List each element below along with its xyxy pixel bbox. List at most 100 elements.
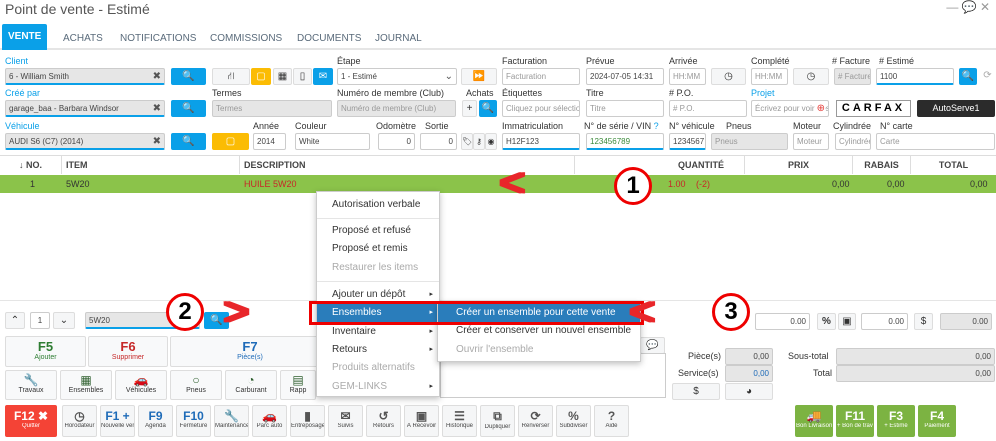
cree-par-label[interactable]: Créé par <box>5 88 41 98</box>
etape-select[interactable]: 1 - Estimé ⌄ <box>337 68 457 85</box>
f5-ajouter-button[interactable]: F5 Ajouter <box>5 336 86 367</box>
key-icon[interactable]: ⚷ <box>473 133 485 150</box>
cylindree-field[interactable]: Cylindrée <box>835 133 871 150</box>
pneus-field[interactable]: Pneus <box>711 133 788 150</box>
discount-field[interactable]: 0.00 <box>755 313 810 330</box>
rappels-button[interactable]: ▤ Rapp <box>280 370 316 400</box>
toolbar-button-fermeture[interactable]: F10 Fermeture <box>176 405 211 437</box>
client-search-button[interactable]: 🔍 <box>171 68 206 85</box>
toolbar-button-entreposages[interactable]: ▮Entreposages <box>290 405 325 437</box>
termes-field[interactable]: Termes <box>212 100 332 117</box>
f6-supprimer-button[interactable]: F6 Supprimer <box>88 336 168 367</box>
tab-documents[interactable]: DOCUMENTS <box>297 33 362 44</box>
menu-item-creer-conserver-ensemble[interactable]: Créer et conserver un nouvel ensemble <box>456 325 632 336</box>
menu-item-ensembles[interactable]: Ensembles ▸ <box>317 304 439 322</box>
complete-field[interactable]: HH:MM <box>751 68 788 85</box>
refresh-icon[interactable]: ⟳ <box>983 70 992 81</box>
toolbar-button-historique[interactable]: ☰ Historique <box>442 405 477 437</box>
table-row[interactable]: 1 5W20 HUILE 5W20 1.00 (-2) 0,00 0,00 0,… <box>0 175 996 193</box>
menu-item-inventaire[interactable]: Inventaire ▸ <box>317 323 439 341</box>
projet-label[interactable]: Projet <box>751 88 775 98</box>
header-item[interactable]: ITEM <box>62 156 240 174</box>
titre-field[interactable]: Titre <box>586 100 664 117</box>
chevron-down-icon[interactable]: ⌄ <box>53 312 75 329</box>
carburant-button[interactable]: ◔ Carburant <box>225 370 277 400</box>
ensembles-button[interactable]: ▦ Ensembles <box>60 370 112 400</box>
toolbar-button-subdiviser[interactable]: % Subdiviser <box>556 405 591 437</box>
note-icon[interactable]: ▢ <box>212 133 249 150</box>
menu-item-retours[interactable]: Retours ▸ <box>317 341 439 359</box>
clock-icon[interactable]: ◷ <box>793 68 829 85</box>
window-controls-icon[interactable]: — 💬 ✕ <box>946 0 990 14</box>
travaux-button[interactable]: 🔧 Travaux <box>5 370 57 400</box>
annee-field[interactable]: 2014 <box>253 133 286 150</box>
toolbar-button-agenda[interactable]: F9 Agenda <box>138 405 173 437</box>
po-field[interactable]: # P.O. <box>669 100 747 117</box>
toolbar-button--recevoir[interactable]: ▣ À Recevoir <box>404 405 439 437</box>
menu-item-ajouter-depot[interactable]: Ajouter un dépôt ▸ <box>317 286 439 304</box>
amount-field[interactable]: 0.00 <box>861 313 908 330</box>
clear-icon[interactable]: ✖ <box>152 103 161 114</box>
header-description[interactable]: DESCRIPTION <box>240 156 575 174</box>
tab-achats[interactable]: ACHATS <box>63 33 103 44</box>
vehicules-button[interactable]: 🚗 Véhicules <box>115 370 167 400</box>
toolbar-button--bon-de-travail[interactable]: F11+ Bon de travail <box>836 405 874 437</box>
add-circle-icon[interactable]: ⊕ <box>816 101 825 116</box>
mail-icon[interactable]: ✉ <box>313 68 333 85</box>
menu-item-propose-refuse[interactable]: Proposé et refusé <box>332 225 411 236</box>
search-button[interactable]: 🔍 <box>204 312 229 329</box>
toolbar-button-quitter[interactable]: F12 ✖ Quitter <box>5 405 57 437</box>
tag-icon[interactable]: 🏷 <box>461 133 473 150</box>
toolbar-button-suivis[interactable]: ✉ Suivis <box>328 405 363 437</box>
header-prix[interactable]: PRIX <box>745 156 853 174</box>
vin-field[interactable]: 123456789 <box>586 133 664 150</box>
eye-icon[interactable]: ◉ <box>485 133 497 150</box>
estime-search-button[interactable]: 🔍 <box>959 68 977 85</box>
client-field[interactable]: 6 - William Smith ✖ <box>5 68 165 85</box>
comment-icon[interactable]: 💬 <box>640 337 665 354</box>
dollar-icon[interactable]: $ <box>672 383 720 400</box>
immat-field[interactable]: H12F123 <box>502 133 580 150</box>
header-rabais[interactable]: RABAIS (%) <box>853 156 911 188</box>
line-number-field[interactable]: 1 <box>30 312 50 329</box>
forward-button[interactable]: ⏩ <box>461 68 497 85</box>
toolbar-button-maintenances[interactable]: 🔧Maintenances <box>214 405 249 437</box>
note-icon[interactable]: ▢ <box>251 68 271 85</box>
estime-field[interactable]: 1100 <box>876 68 954 85</box>
cree-par-field[interactable]: garage_baa - Barbara Windsor ✖ <box>5 100 165 117</box>
percent-icon[interactable]: % <box>817 313 836 330</box>
tab-commissions[interactable]: COMMISSIONS <box>210 33 283 44</box>
arrivee-field[interactable]: HH:MM <box>669 68 706 85</box>
toolbar-button-aide[interactable]: ? Aide <box>594 405 629 437</box>
moteur-field[interactable]: Moteur <box>793 133 829 150</box>
money-icon[interactable]: ▣ <box>838 313 856 330</box>
toolbar-button-parc-auto[interactable]: 🚗 Parc auto <box>252 405 287 437</box>
toolbar-button-nouvelle-vente[interactable]: F1 +Nouvelle vente <box>100 405 135 437</box>
clear-icon[interactable]: ✖ <box>152 136 161 147</box>
tab-notifications[interactable]: NOTIFICATIONS <box>120 33 197 44</box>
autoserve-logo[interactable]: AutoServe1 <box>917 100 995 117</box>
prevue-field[interactable]: 2024-07-05 14:31 <box>586 68 664 85</box>
menu-item-creer-ensemble[interactable]: Créer un ensemble pour cette vente <box>438 304 640 322</box>
help-icon[interactable]: ? <box>653 121 659 131</box>
services-value[interactable]: 0,00 <box>725 365 773 382</box>
menu-item-autorisation-verbale[interactable]: Autorisation verbale <box>332 199 421 210</box>
vehicule-label[interactable]: Véhicule <box>5 121 40 131</box>
etiquettes-field[interactable]: Cliquez pour sélectionner <box>502 100 580 117</box>
toolbar-button-bon-livraison[interactable]: 🚚 Bon Livraison <box>795 405 833 437</box>
clear-icon[interactable]: ✖ <box>152 71 161 82</box>
chevron-up-icon[interactable]: ⌃ <box>5 312 25 329</box>
toolbar-button-renverser[interactable]: ⟳ Renverser <box>518 405 553 437</box>
carfax-logo[interactable]: CARFAX <box>836 100 911 117</box>
projet-field[interactable]: Écrivez pour voir des ⊕ <box>751 100 829 117</box>
nveh-field[interactable]: 1234567 <box>669 133 706 150</box>
cree-par-search-button[interactable]: 🔍 <box>171 100 206 117</box>
vehicule-search-button[interactable]: 🔍 <box>171 133 206 150</box>
calendar-icon[interactable]: ▦ <box>273 68 292 85</box>
header-total[interactable]: TOTAL <box>938 160 969 170</box>
pie-chart-icon[interactable]: ◕ <box>725 383 773 400</box>
menu-item-propose-remis[interactable]: Proposé et remis <box>332 243 408 254</box>
facturation-field[interactable]: Facturation <box>502 68 580 85</box>
achat-search-button[interactable]: 🔍 <box>479 100 497 117</box>
carte-field[interactable]: Carte <box>876 133 995 150</box>
